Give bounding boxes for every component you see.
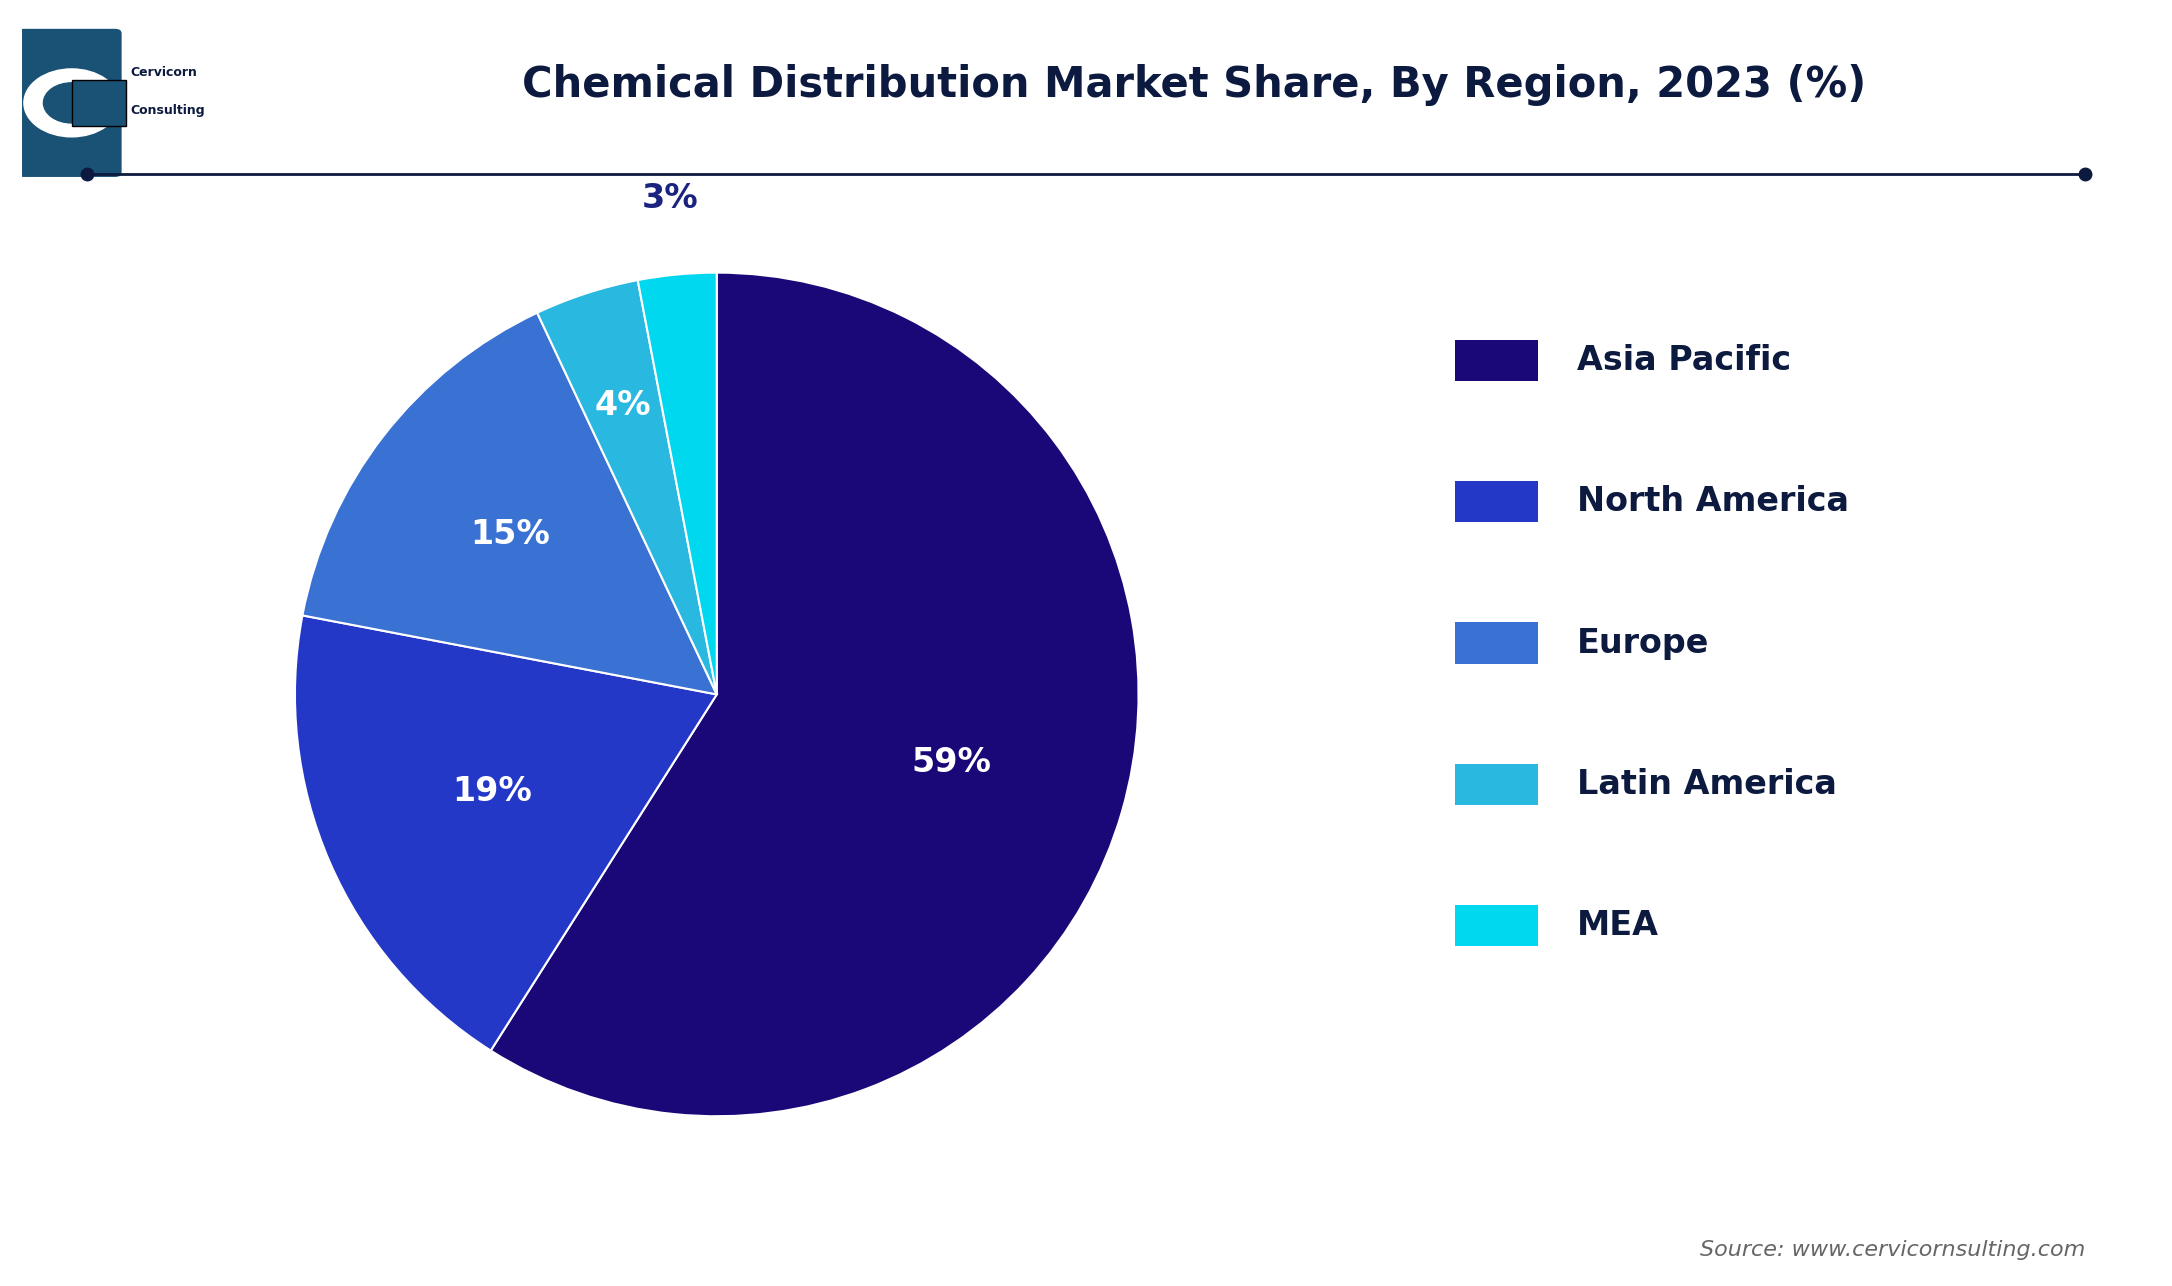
Wedge shape (639, 273, 717, 694)
Circle shape (24, 69, 119, 136)
Text: Latin America: Latin America (1577, 768, 1838, 801)
Text: Cervicorn: Cervicorn (130, 66, 198, 78)
Text: Asia Pacific: Asia Pacific (1577, 343, 1792, 377)
FancyBboxPatch shape (17, 28, 122, 177)
Text: 19%: 19% (452, 775, 532, 808)
Text: 4%: 4% (595, 390, 652, 422)
Wedge shape (536, 280, 717, 694)
Text: Source: www.cervicornsulting.com: Source: www.cervicornsulting.com (1701, 1240, 2085, 1260)
FancyBboxPatch shape (72, 80, 126, 126)
Text: 3%: 3% (641, 183, 697, 216)
Wedge shape (295, 616, 717, 1051)
Circle shape (43, 82, 100, 123)
Wedge shape (302, 312, 717, 694)
Text: MEA: MEA (1577, 909, 1659, 943)
Text: North America: North America (1577, 485, 1848, 518)
Text: Consulting: Consulting (130, 104, 204, 117)
Text: 59%: 59% (912, 746, 993, 779)
Wedge shape (491, 273, 1138, 1116)
Text: Chemical Distribution Market Share, By Region, 2023 (%): Chemical Distribution Market Share, By R… (523, 64, 1866, 107)
Text: Europe: Europe (1577, 626, 1709, 660)
Text: 15%: 15% (471, 518, 550, 550)
